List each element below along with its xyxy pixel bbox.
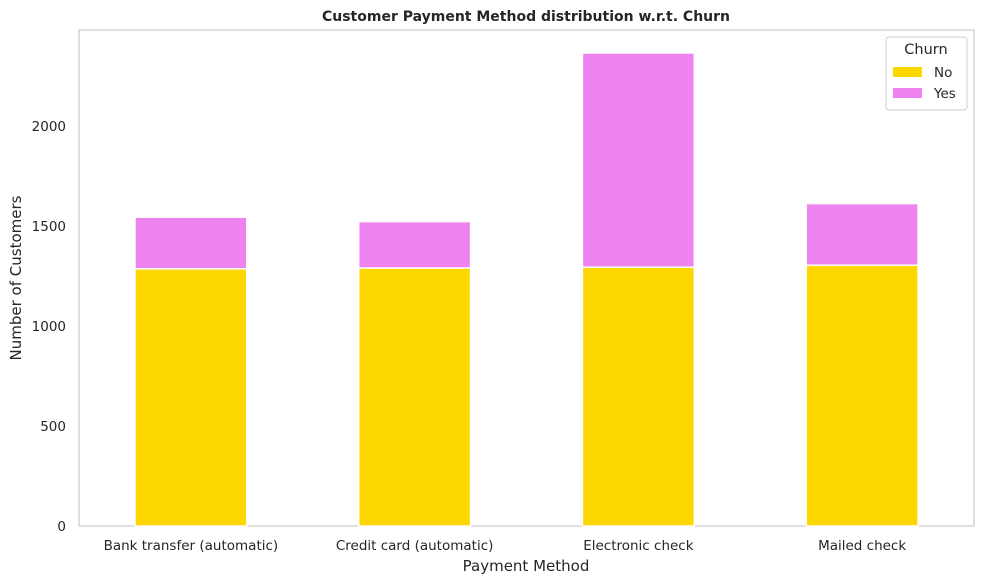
bar-yes-2	[359, 222, 471, 268]
y-axis-label: Number of Customers	[7, 195, 25, 360]
y-tick-label: 2000	[32, 119, 66, 135]
bar-yes-1	[135, 217, 247, 269]
x-axis-label: Payment Method	[463, 557, 590, 575]
bar-no-2	[359, 268, 471, 526]
bar-yes-3	[582, 53, 694, 267]
x-tick-label: Bank transfer (automatic)	[104, 538, 279, 554]
y-tick-label: 1000	[32, 319, 66, 335]
bar-yes-4	[806, 204, 918, 266]
x-ticks: Bank transfer (automatic) Credit card (au…	[104, 538, 907, 554]
bar-no-4	[806, 265, 918, 526]
legend-label-no: No	[934, 65, 952, 81]
y-ticks: 0 500 1000 1500 2000	[32, 119, 66, 535]
bar-no-1	[135, 269, 247, 526]
y-tick-label: 500	[40, 419, 66, 435]
x-tick-label: Electronic check	[583, 538, 694, 554]
chart-title: Customer Payment Method distribution w.r…	[322, 9, 730, 25]
legend-swatch-no	[893, 67, 922, 77]
legend-title: Churn	[904, 42, 947, 58]
legend-swatch-yes	[893, 88, 922, 98]
bar-no-3	[582, 267, 694, 526]
y-tick-label: 0	[57, 519, 66, 535]
y-tick-label: 1500	[32, 219, 66, 235]
legend: Churn No Yes	[886, 37, 967, 110]
x-tick-label: Mailed check	[818, 538, 906, 554]
x-tick-label: Credit card (automatic)	[336, 538, 494, 554]
legend-label-yes: Yes	[933, 86, 956, 102]
